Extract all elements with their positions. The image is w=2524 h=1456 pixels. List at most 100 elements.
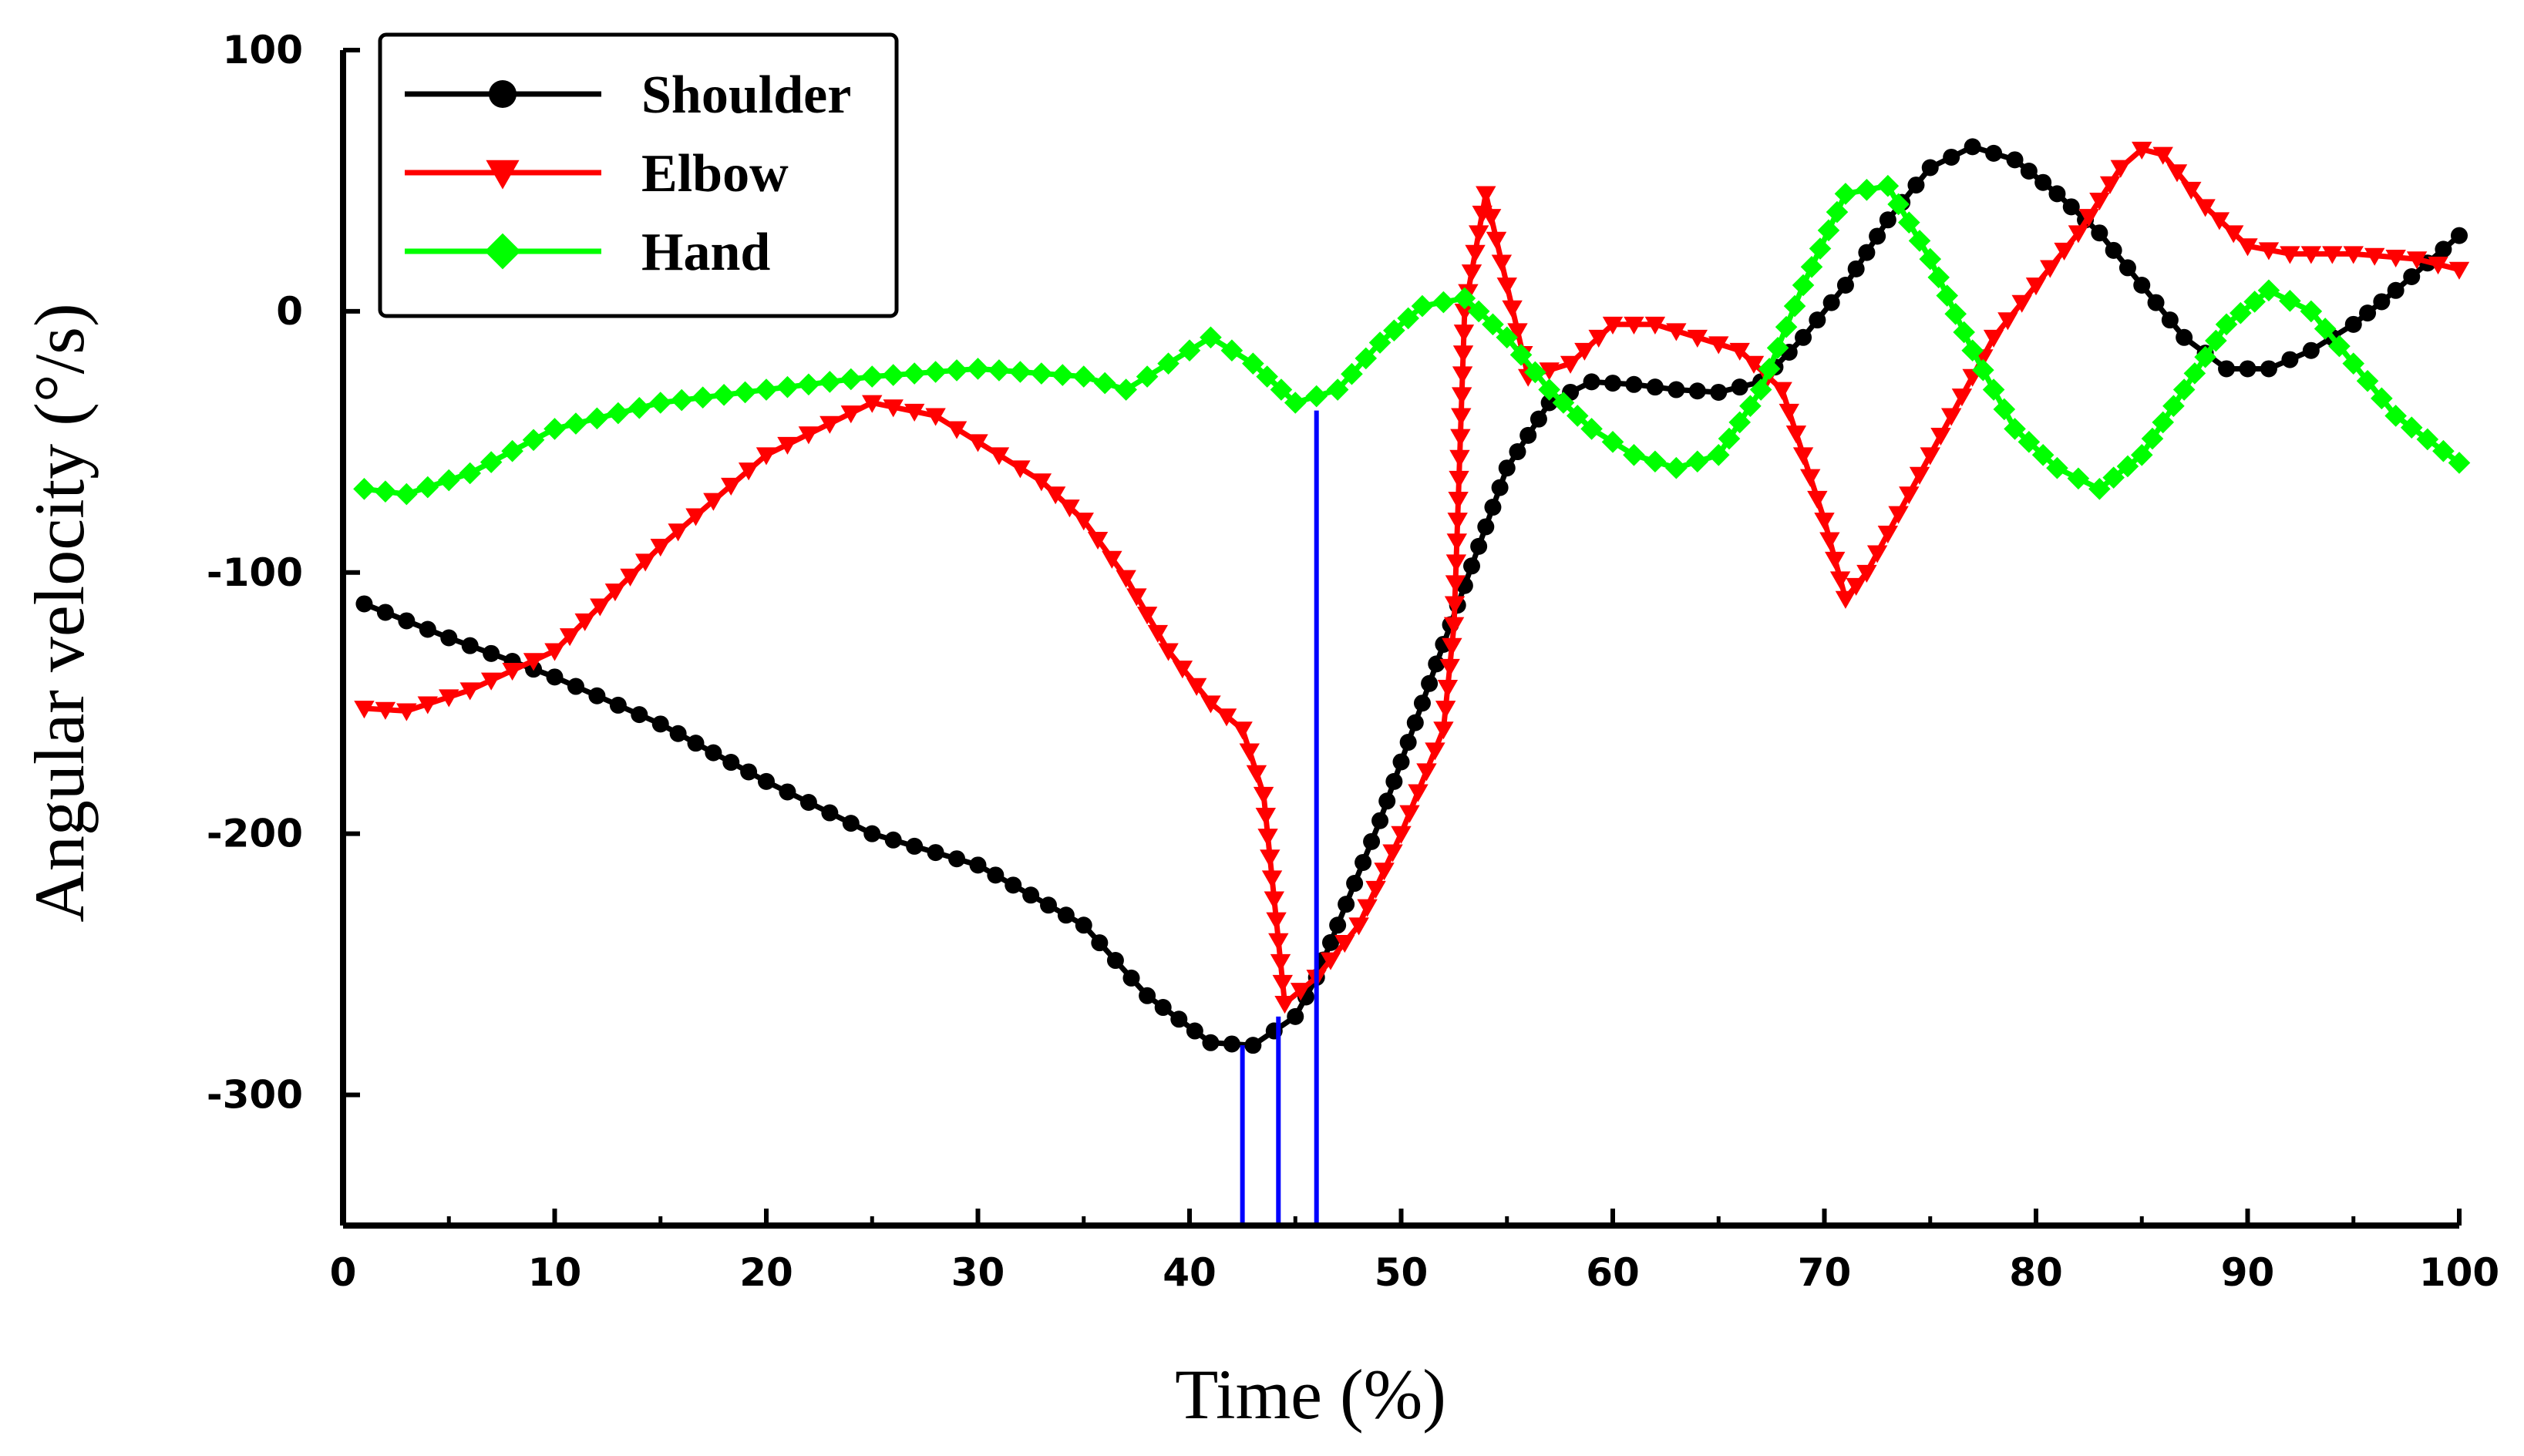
data-point-elbow bbox=[2110, 160, 2131, 178]
data-point-hand bbox=[2130, 443, 2153, 466]
data-point-hand bbox=[1524, 361, 1546, 384]
data-point-elbow bbox=[2166, 164, 2188, 183]
data-point-hand bbox=[1136, 365, 1159, 388]
data-point-elbow bbox=[721, 477, 742, 496]
data-point-shoulder bbox=[1421, 674, 1439, 692]
data-point-elbow bbox=[1158, 643, 1179, 661]
data-point-elbow bbox=[480, 672, 502, 691]
data-point-shoulder bbox=[2260, 360, 2277, 378]
data-point-hand bbox=[1093, 372, 1116, 395]
data-point-elbow bbox=[668, 523, 688, 542]
data-point-elbow bbox=[2068, 225, 2089, 244]
series-layer bbox=[353, 138, 2471, 1054]
data-point-elbow bbox=[1172, 661, 1193, 679]
data-point-elbow bbox=[620, 568, 641, 587]
data-point-elbow bbox=[502, 662, 523, 681]
data-point-elbow bbox=[1829, 571, 1851, 590]
data-point-shoulder bbox=[1879, 211, 1896, 229]
data-point-elbow bbox=[2343, 246, 2364, 264]
data-point-hand bbox=[1800, 255, 1823, 278]
data-point-shoulder bbox=[2118, 259, 2136, 277]
data-point-elbow bbox=[1496, 277, 1517, 296]
data-point-shoulder bbox=[1075, 916, 1092, 934]
data-point-hand bbox=[967, 358, 989, 380]
data-point-hand bbox=[1482, 313, 1504, 336]
data-point-hand bbox=[2279, 290, 2301, 312]
data-point-elbow bbox=[1941, 408, 1962, 426]
data-point-elbow bbox=[559, 628, 581, 647]
data-point-shoulder bbox=[2302, 341, 2320, 359]
data-point-hand bbox=[2215, 313, 2238, 336]
data-point-elbow bbox=[1452, 366, 1473, 385]
data-point-elbow bbox=[1260, 849, 1281, 868]
data-point-elbow bbox=[1785, 425, 1807, 444]
data-point-shoulder bbox=[1385, 772, 1403, 790]
data-point-hand bbox=[1580, 418, 1603, 440]
data-point-hand bbox=[945, 359, 968, 382]
data-point-shoulder bbox=[2387, 281, 2405, 299]
data-point-elbow bbox=[840, 405, 861, 424]
data-point-hand bbox=[1157, 352, 1180, 375]
data-point-shoulder bbox=[1371, 812, 1389, 829]
data-point-hand bbox=[2257, 279, 2280, 302]
data-point-elbow bbox=[2385, 249, 2406, 268]
data-point-hand bbox=[2152, 411, 2174, 434]
data-point-shoulder bbox=[906, 837, 924, 855]
x-axis-title: Time (%) bbox=[1175, 1355, 1446, 1434]
data-point-elbow bbox=[1450, 429, 1471, 447]
x-tick-label: 40 bbox=[1163, 1250, 1217, 1295]
data-point-shoulder bbox=[1346, 875, 1364, 893]
data-point-hand bbox=[1919, 247, 1942, 271]
data-point-hand bbox=[2031, 443, 2055, 466]
data-point-shoulder bbox=[1491, 479, 1509, 496]
data-point-elbow bbox=[1446, 533, 1467, 552]
data-point-elbow bbox=[819, 415, 840, 434]
data-point-elbow bbox=[650, 538, 671, 557]
data-point-elbow bbox=[2054, 242, 2075, 261]
x-tick-label: 20 bbox=[739, 1250, 793, 1295]
data-point-hand bbox=[2328, 335, 2351, 358]
data-point-shoulder bbox=[1363, 832, 1381, 850]
data-point-shoulder bbox=[2020, 163, 2038, 180]
data-point-hand bbox=[1538, 378, 1560, 401]
data-point-shoulder bbox=[376, 604, 394, 621]
data-point-elbow bbox=[1644, 316, 1666, 335]
data-point-elbow bbox=[544, 643, 565, 661]
data-point-hand bbox=[2448, 452, 2471, 474]
data-point-hand bbox=[2067, 467, 2090, 490]
data-point-hand bbox=[416, 476, 439, 499]
x-tick-label: 100 bbox=[2419, 1250, 2499, 1295]
data-point-hand bbox=[2371, 387, 2393, 410]
data-point-shoulder bbox=[567, 678, 584, 695]
data-point-elbow bbox=[968, 434, 988, 452]
data-point-elbow bbox=[1374, 863, 1395, 881]
data-point-hand bbox=[564, 412, 587, 435]
data-point-shoulder bbox=[1847, 260, 1865, 277]
data-point-elbow bbox=[1997, 312, 2018, 331]
data-point-elbow bbox=[1480, 209, 1502, 227]
data-point-elbow bbox=[439, 689, 459, 708]
data-point-hand bbox=[692, 386, 714, 409]
data-point-elbow bbox=[904, 403, 925, 422]
legend-marker-hand bbox=[484, 233, 521, 270]
data-point-hand bbox=[2384, 405, 2407, 427]
x-tick-label: 50 bbox=[1375, 1250, 1429, 1295]
data-point-shoulder bbox=[1858, 244, 1876, 261]
data-point-elbow bbox=[1792, 447, 1814, 466]
data-point-elbow bbox=[1560, 355, 1581, 374]
data-point-shoulder bbox=[1964, 138, 1981, 156]
data-point-elbow bbox=[1449, 470, 1469, 489]
data-point-elbow bbox=[703, 493, 724, 511]
data-point-elbow bbox=[1425, 742, 1445, 761]
data-point-elbow bbox=[1465, 244, 1486, 263]
data-point-shoulder bbox=[355, 595, 373, 613]
data-point-elbow bbox=[1452, 345, 1474, 364]
data-point-shoulder bbox=[740, 763, 758, 781]
legend-label-hand: Hand bbox=[641, 223, 770, 282]
data-point-elbow bbox=[738, 462, 759, 481]
data-point-hand bbox=[1355, 347, 1378, 370]
data-point-shoulder bbox=[1646, 378, 1664, 396]
data-point-elbow bbox=[1574, 342, 1595, 361]
data-point-hand bbox=[860, 365, 883, 388]
data-point-elbow bbox=[1814, 513, 1835, 531]
